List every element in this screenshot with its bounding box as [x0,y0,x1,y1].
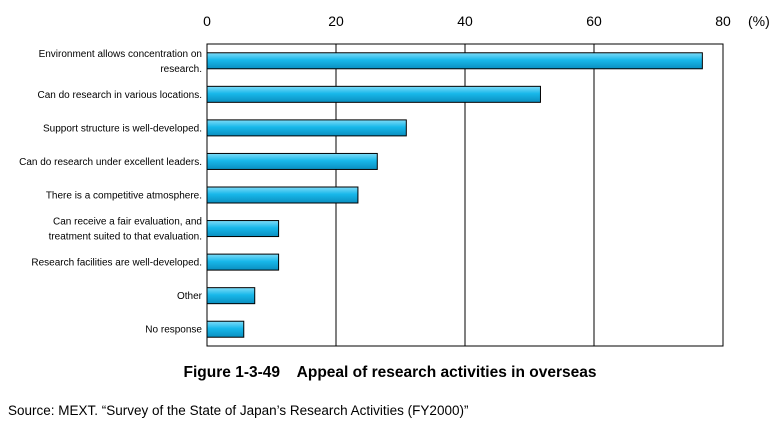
x-tick-label: 40 [457,13,473,29]
bar [206,119,407,137]
category-label: Other [177,291,203,302]
x-tick-label: 20 [328,13,344,29]
bars [206,52,703,338]
bar [206,186,359,204]
bar-chart: 0 20 40 60 80 (%) Environment allows concentr… [19,13,770,347]
x-tick-label: 80 [715,13,731,29]
bar [206,85,541,103]
category-label: research. [160,64,202,75]
category-label: There is a competitive atmosphere. [46,191,202,202]
category-labels: Environment allows concentration on resea… [19,49,203,336]
category-label: Environment allows concentration on [39,49,202,60]
x-tick-label: 60 [586,13,602,29]
category-label: treatment suited to that evaluation. [49,232,202,243]
plot-frame [206,43,724,347]
figure-caption: Figure 1-3-49 Appeal of research activit… [183,364,597,381]
bar [206,52,703,70]
category-label: No response [145,325,202,336]
bar [206,220,280,238]
unit-label: (%) [748,13,770,29]
bar [206,320,245,338]
category-label: Can receive a fair evaluation, and [53,217,202,228]
bar [206,152,378,170]
category-label: Can do research in various locations. [37,90,202,101]
bar [206,253,280,271]
x-tick-label: 0 [203,13,211,29]
x-axis-ticks: 0 20 40 60 80 (%) [203,13,770,29]
bar [206,287,256,305]
category-label: Research facilities are well-developed. [31,258,202,269]
category-label: Can do research under excellent leaders. [19,157,202,168]
category-label: Support structure is well-developed. [43,123,202,134]
source-note: Source: MEXT. “Survey of the State of Ja… [8,403,469,418]
